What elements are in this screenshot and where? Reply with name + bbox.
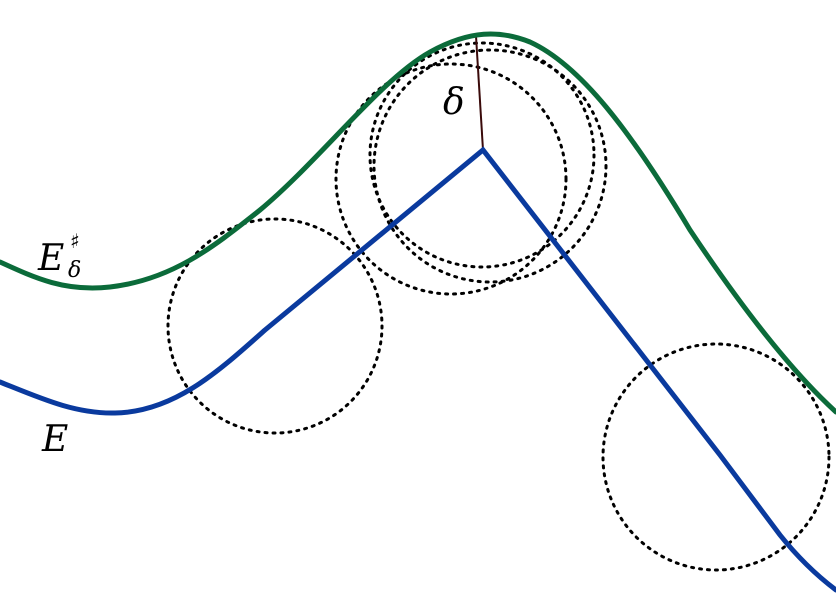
offset-curve bbox=[0, 31, 836, 415]
offset-curve-label-superscript: ♯ bbox=[70, 229, 80, 253]
original-curve bbox=[0, 146, 836, 593]
offset-curve-label-main: E bbox=[37, 238, 64, 279]
radius-label: δ bbox=[443, 82, 465, 123]
original-curve-label: E bbox=[41, 419, 68, 460]
offset-curve-label-subscript: δ bbox=[68, 258, 81, 283]
delta-circles bbox=[166, 41, 831, 572]
delta-circle-peak-2 bbox=[368, 41, 596, 269]
delta-circle-left bbox=[166, 217, 384, 435]
delta-circle-peak-3 bbox=[372, 48, 608, 284]
offset-curve-label: E ♯ δ bbox=[37, 229, 81, 283]
delta-circle-peak-1 bbox=[334, 62, 568, 296]
delta-circle-right bbox=[601, 342, 831, 572]
radius-segment bbox=[475, 35, 484, 151]
